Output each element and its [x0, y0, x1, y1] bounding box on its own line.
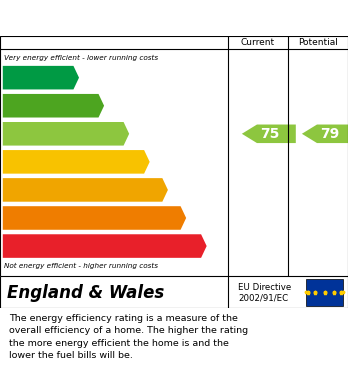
Text: England & Wales: England & Wales — [7, 284, 164, 302]
Polygon shape — [3, 94, 104, 118]
Polygon shape — [3, 122, 129, 145]
Text: Current: Current — [241, 38, 275, 47]
Text: Energy Efficiency Rating: Energy Efficiency Rating — [9, 9, 238, 27]
Text: E: E — [156, 183, 165, 196]
Text: A: A — [66, 71, 76, 84]
Bar — [306, 279, 343, 306]
Text: 79: 79 — [320, 127, 340, 141]
Polygon shape — [3, 206, 186, 230]
Text: C: C — [117, 127, 126, 140]
Polygon shape — [3, 150, 150, 174]
Text: Potential: Potential — [298, 38, 338, 47]
Polygon shape — [242, 124, 296, 143]
Text: (39-54): (39-54) — [6, 185, 37, 194]
Text: 2002/91/EC: 2002/91/EC — [238, 294, 288, 303]
Text: Very energy efficient - lower running costs: Very energy efficient - lower running co… — [4, 55, 158, 61]
Text: (81-91): (81-91) — [6, 101, 38, 110]
Text: D: D — [136, 155, 147, 169]
Text: (92-100): (92-100) — [6, 73, 43, 82]
Polygon shape — [3, 66, 79, 90]
Text: B: B — [91, 99, 101, 112]
Text: (55-68): (55-68) — [6, 157, 37, 166]
Text: EU Directive: EU Directive — [238, 283, 292, 292]
Text: The energy efficiency rating is a measure of the
overall efficiency of a home. T: The energy efficiency rating is a measur… — [9, 314, 248, 360]
Text: F: F — [174, 212, 183, 224]
Polygon shape — [3, 178, 168, 202]
Text: G: G — [193, 240, 204, 253]
Polygon shape — [302, 124, 348, 143]
Text: 75: 75 — [260, 127, 279, 141]
Text: (21-38): (21-38) — [6, 213, 38, 222]
Polygon shape — [3, 234, 207, 258]
Text: (69-80): (69-80) — [6, 129, 38, 138]
Text: Not energy efficient - higher running costs: Not energy efficient - higher running co… — [4, 263, 158, 269]
Text: (1-20): (1-20) — [6, 242, 32, 251]
